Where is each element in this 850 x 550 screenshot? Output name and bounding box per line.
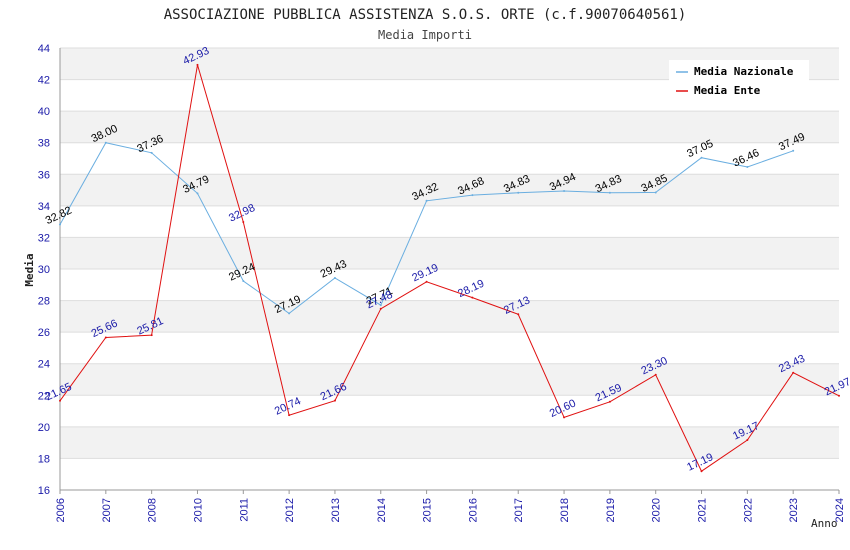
x-tick-label: 2011 — [238, 498, 250, 522]
data-point-media-ente — [746, 438, 749, 441]
chart-title: ASSOCIAZIONE PUBBLICA ASSISTENZA S.O.S. … — [164, 7, 687, 23]
x-tick-label: 2006 — [55, 498, 67, 522]
x-tick-label: 2021 — [697, 498, 709, 522]
data-point-media-nazionale — [608, 191, 611, 194]
data-point-media-nazionale — [425, 199, 428, 202]
data-point-media-nazionale — [792, 149, 795, 152]
data-label-media-ente: 20.74 — [273, 395, 303, 418]
data-point-media-ente — [425, 280, 428, 283]
data-point-media-nazionale — [196, 192, 199, 195]
y-axis-label: Media — [23, 253, 36, 286]
x-tick-label: 2016 — [467, 498, 479, 522]
legend-label-media-nazionale: Media Nazionale — [694, 65, 794, 78]
series-line-media-ente — [59, 64, 840, 472]
data-point-media-nazionale — [150, 151, 153, 154]
data-point-media-ente — [196, 63, 199, 66]
y-tick-label: 30 — [38, 264, 50, 276]
data-point-media-ente — [242, 220, 245, 223]
x-tick-label: 2019 — [605, 498, 617, 522]
chart-subtitle: Media Importi — [378, 28, 472, 42]
x-tick-label: 2012 — [284, 498, 296, 522]
y-tick-label: 36 — [38, 169, 50, 181]
grid-band — [60, 237, 839, 269]
x-tick-label: 2014 — [376, 498, 388, 522]
grid-band — [60, 111, 839, 143]
x-axis-ticks: 2006 2007 2008 2010 2011 2012 2013 2014 2015 2016… — [55, 490, 846, 522]
x-tick-label: 2018 — [559, 498, 571, 522]
data-label-media-nazionale: 36.46 — [731, 147, 761, 170]
y-tick-label: 26 — [38, 327, 50, 339]
y-tick-label: 28 — [38, 296, 50, 308]
data-point-media-nazionale — [746, 166, 749, 169]
y-tick-label: 24 — [38, 359, 50, 371]
y-tick-label: 20 — [38, 422, 50, 434]
data-point-media-ente — [838, 394, 840, 397]
data-point-media-ente — [792, 371, 795, 374]
grid-band — [60, 174, 839, 206]
y-tick-label: 40 — [38, 106, 50, 118]
x-tick-label: 2020 — [651, 498, 663, 522]
data-point-media-ente — [471, 296, 474, 299]
data-point-media-nazionale — [242, 279, 245, 282]
x-tick-label: 2010 — [192, 498, 204, 522]
x-tick-label: 2007 — [101, 498, 113, 522]
data-point-media-nazionale — [471, 194, 474, 197]
data-point-media-nazionale — [288, 312, 291, 315]
grid-lines — [60, 47, 839, 491]
data-label-media-ente: 21.65 — [44, 381, 74, 404]
data-point-media-ente — [608, 400, 611, 403]
y-tick-label: 16 — [38, 485, 50, 497]
legend-box — [669, 60, 809, 102]
y-tick-label: 44 — [38, 43, 50, 55]
data-point-media-ente — [517, 313, 520, 316]
data-point-media-nazionale — [517, 191, 520, 194]
y-tick-label: 18 — [38, 453, 50, 465]
data-point-media-ente — [563, 416, 566, 419]
data-point-media-nazionale — [59, 223, 61, 226]
y-tick-label: 22 — [38, 390, 50, 402]
legend: Media Nazionale Media Ente — [669, 60, 809, 102]
x-tick-label: 2015 — [422, 498, 434, 522]
data-point-media-ente — [104, 336, 107, 339]
grid-band — [60, 300, 839, 333]
data-point-media-nazionale — [700, 156, 703, 159]
data-point-media-ente — [333, 399, 336, 402]
data-point-media-nazionale — [104, 141, 107, 144]
data-point-media-nazionale — [563, 190, 566, 193]
x-tick-label: 2024 — [834, 498, 846, 522]
x-tick-label: 2017 — [513, 498, 525, 522]
y-tick-label: 34 — [38, 201, 50, 213]
data-point-media-ente — [59, 399, 61, 402]
x-tick-label: 2008 — [147, 498, 159, 522]
data-point-media-nazionale — [333, 276, 336, 279]
data-point-media-ente — [700, 470, 703, 473]
y-axis-ticks: 16 18 20 22 24 26 28 30 32 34 36 38 40 42 44 — [38, 43, 50, 497]
grid-band — [60, 426, 839, 459]
data-point-media-nazionale — [654, 191, 657, 194]
y-tick-label: 38 — [38, 138, 50, 150]
series-group — [59, 63, 840, 473]
x-tick-label: 2013 — [330, 498, 342, 522]
data-point-media-nazionale — [379, 304, 382, 307]
legend-label-media-ente: Media Ente — [694, 84, 761, 97]
grid-bands — [60, 48, 839, 459]
data-point-media-ente — [654, 373, 657, 376]
y-tick-label: 32 — [38, 232, 50, 244]
data-point-media-ente — [150, 334, 153, 337]
grid-band — [60, 363, 839, 396]
x-axis-label: Anno — [811, 517, 838, 530]
x-tick-label: 2023 — [788, 498, 800, 522]
data-point-media-ente — [379, 307, 382, 310]
x-tick-label: 2022 — [742, 498, 754, 522]
y-tick-label: 42 — [38, 75, 50, 87]
data-point-media-ente — [288, 414, 291, 417]
data-label-media-ente: 20.60 — [548, 397, 578, 420]
